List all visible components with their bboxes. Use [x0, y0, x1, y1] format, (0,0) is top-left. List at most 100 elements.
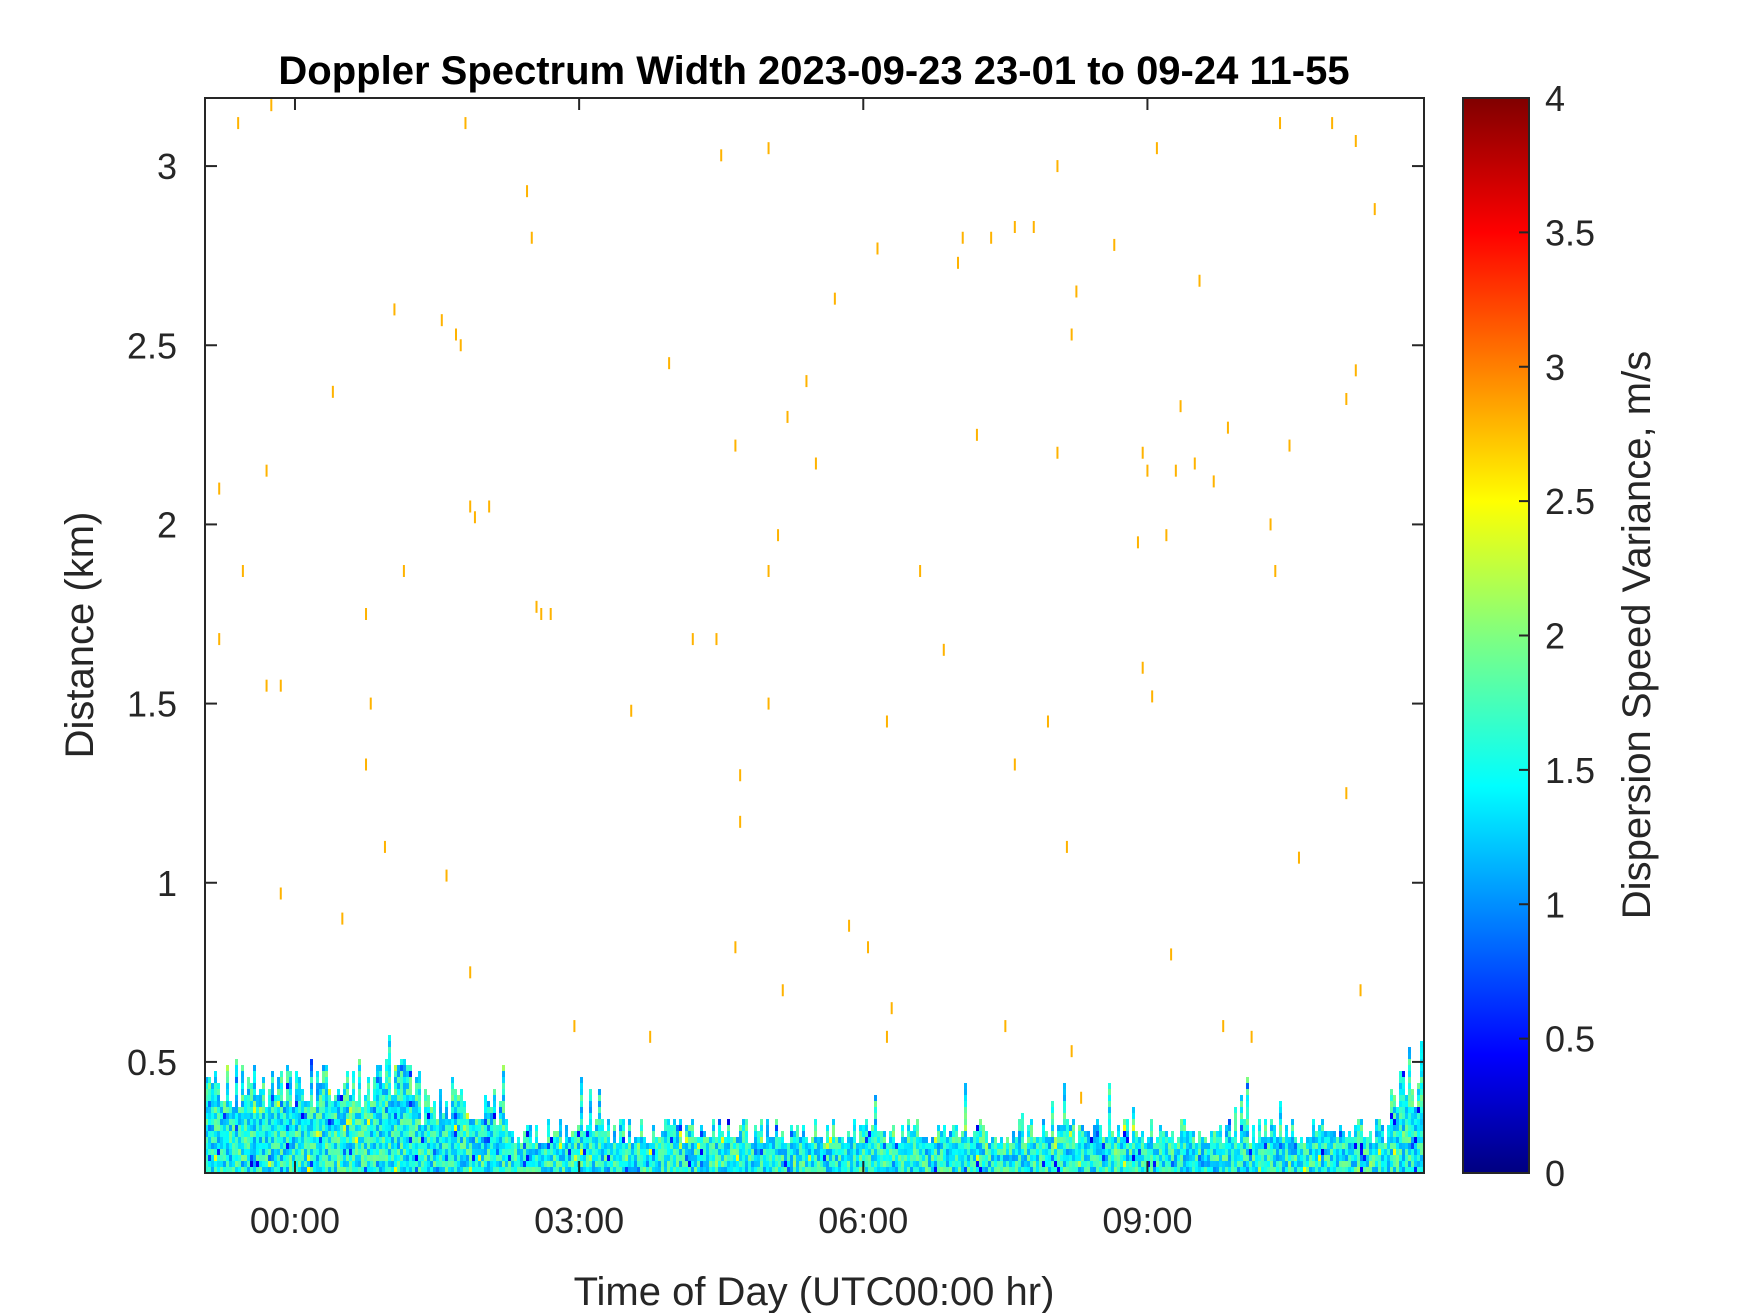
- heatmap-cell: [1219, 1155, 1222, 1161]
- heatmap-cell: [241, 1107, 244, 1113]
- heatmap-cell: [1359, 984, 1362, 997]
- heatmap-cell: [895, 1143, 898, 1149]
- heatmap-cell: [1330, 1155, 1333, 1161]
- heatmap-cell: [802, 1137, 805, 1143]
- heatmap-cell: [463, 1125, 466, 1131]
- heatmap-cell: [394, 1161, 397, 1167]
- heatmap-cell: [1225, 1167, 1228, 1173]
- heatmap-cell: [397, 1161, 400, 1167]
- heatmap-cell: [328, 1155, 331, 1161]
- heatmap-cell: [334, 1119, 337, 1125]
- heatmap-cell: [1240, 1143, 1243, 1149]
- heatmap-cell: [733, 1161, 736, 1167]
- heatmap-cell: [1056, 160, 1059, 173]
- heatmap-cell: [1417, 1101, 1420, 1107]
- heatmap-cell: [322, 1083, 325, 1089]
- heatmap-cell: [1198, 1155, 1201, 1161]
- heatmap-cell: [439, 1155, 442, 1161]
- heatmap-cell: [835, 1161, 838, 1167]
- heatmap-cell: [1318, 1125, 1321, 1131]
- heatmap-cell: [325, 1161, 328, 1167]
- heatmap-cell: [841, 1137, 844, 1143]
- heatmap-cell: [235, 1149, 238, 1155]
- heatmap-cell: [502, 1143, 505, 1149]
- heatmap-cell: [1006, 1167, 1009, 1173]
- heatmap-cell: [1267, 1155, 1270, 1161]
- heatmap-cell: [1366, 1137, 1369, 1143]
- heatmap-cell: [979, 1125, 982, 1131]
- heatmap-cell: [949, 1155, 952, 1161]
- heatmap-cell: [1021, 1161, 1024, 1167]
- heatmap-cell: [319, 1107, 322, 1113]
- heatmap-cell: [439, 1143, 442, 1149]
- heatmap-cell: [373, 1077, 376, 1083]
- colorbar: [1462, 97, 1530, 1174]
- heatmap-cell: [847, 1167, 850, 1173]
- heatmap-cell: [1057, 1131, 1060, 1137]
- heatmap-cell: [409, 1095, 412, 1101]
- heatmap-cell: [1390, 1095, 1393, 1101]
- heatmap-cell: [1282, 1137, 1285, 1143]
- heatmap-cell: [463, 1119, 466, 1125]
- heatmap-cell: [1063, 1089, 1066, 1095]
- heatmap-cell: [601, 1125, 604, 1131]
- heatmap-cell: [754, 1149, 757, 1155]
- heatmap-cell: [349, 1161, 352, 1167]
- heatmap-cell: [589, 1131, 592, 1137]
- heatmap-cell: [550, 1167, 553, 1173]
- heatmap-cell: [916, 1155, 919, 1161]
- heatmap-cell: [625, 1161, 628, 1167]
- heatmap-cell: [241, 1113, 244, 1119]
- heatmap-cell: [1042, 1131, 1045, 1137]
- heatmap-cell: [223, 1131, 226, 1137]
- heatmap-cell: [301, 1101, 304, 1107]
- heatmap-cell: [1009, 1143, 1012, 1149]
- heatmap-cell: [673, 1155, 676, 1161]
- heatmap-cell: [580, 1125, 583, 1131]
- heatmap-cell: [265, 1143, 268, 1149]
- heatmap-cell: [208, 1161, 211, 1167]
- heatmap-cell: [235, 1113, 238, 1119]
- heatmap-cell: [1399, 1143, 1402, 1149]
- heatmap-cell: [613, 1167, 616, 1173]
- heatmap-cell: [382, 1143, 385, 1149]
- heatmap-cell: [445, 1161, 448, 1167]
- heatmap-cell: [382, 1155, 385, 1161]
- heatmap-cell: [1291, 1131, 1294, 1137]
- heatmap-cell: [382, 1113, 385, 1119]
- heatmap-cell: [229, 1161, 232, 1167]
- heatmap-cell: [241, 1077, 244, 1083]
- heatmap-cell: [1309, 1167, 1312, 1173]
- heatmap-cell: [580, 1167, 583, 1173]
- heatmap-cell: [289, 1161, 292, 1167]
- heatmap-cell: [796, 1143, 799, 1149]
- heatmap-cell: [523, 1161, 526, 1167]
- heatmap-cell: [559, 1167, 562, 1173]
- heatmap-cell: [1117, 1161, 1120, 1167]
- heatmap-cell: [259, 1149, 262, 1155]
- heatmap-cell: [424, 1131, 427, 1137]
- heatmap-cell: [361, 1143, 364, 1149]
- heatmap-cell: [739, 1161, 742, 1167]
- heatmap-cell: [892, 1167, 895, 1173]
- heatmap-cell: [1165, 1155, 1168, 1161]
- heatmap-cell: [352, 1143, 355, 1149]
- heatmap-cell: [1099, 1137, 1102, 1143]
- heatmap-cell: [1024, 1143, 1027, 1149]
- heatmap-cell: [652, 1125, 655, 1131]
- heatmap-cell: [613, 1125, 616, 1131]
- heatmap-cell: [325, 1113, 328, 1119]
- heatmap-cell: [1321, 1143, 1324, 1149]
- heatmap-cell: [1155, 142, 1158, 155]
- heatmap-cell: [817, 1137, 820, 1143]
- heatmap-cell: [1042, 1161, 1045, 1167]
- heatmap-cell: [268, 1149, 271, 1155]
- heatmap-cell: [1024, 1161, 1027, 1167]
- heatmap-cell: [535, 1155, 538, 1161]
- heatmap-cell: [1399, 1167, 1402, 1173]
- heatmap-cell: [1252, 1143, 1255, 1149]
- heatmap-cell: [1417, 1089, 1420, 1095]
- heatmap-cell: [565, 1149, 568, 1155]
- heatmap-cell: [382, 1167, 385, 1173]
- heatmap-cell: [1336, 1155, 1339, 1161]
